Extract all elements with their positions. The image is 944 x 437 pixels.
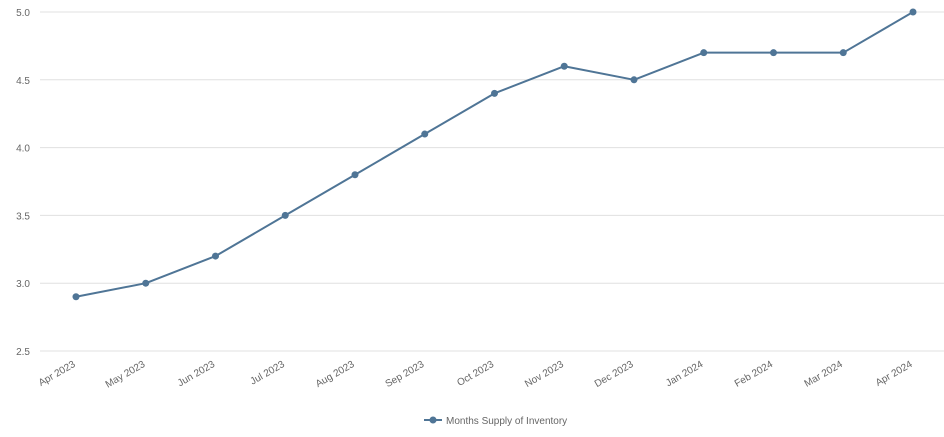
x-tick-label: May 2023 [104,359,148,391]
y-tick-label: 3.0 [16,279,30,290]
series-line [75,11,914,298]
y-axis-tick-labels: 2.5 3.0 3.5 4.0 4.5 5.0 [16,8,30,358]
y-tick-label: 5.0 [16,8,30,19]
x-tick-label: Nov 2023 [523,359,566,390]
data-point[interactable] [560,62,568,70]
data-point[interactable] [839,49,847,57]
legend-label: Months Supply of Inventory [446,416,567,427]
data-point[interactable] [630,76,638,84]
legend[interactable]: Months Supply of Inventory [424,416,567,427]
y-tick-label: 4.0 [16,144,30,155]
data-point[interactable] [770,49,777,57]
gridlines [40,11,944,352]
data-point[interactable] [142,279,150,287]
y-tick-label: 3.5 [16,211,30,222]
data-point[interactable] [421,130,429,138]
series-group [72,8,917,301]
data-point[interactable] [700,49,708,57]
x-tick-label: Oct 2023 [455,359,496,389]
data-point[interactable] [351,171,359,179]
x-tick-label: Mar 2024 [803,359,845,390]
x-tick-label: Apr 2023 [37,359,78,389]
x-tick-label: Feb 2024 [733,359,775,390]
legend-dot-marker [429,416,437,424]
y-tick-label: 2.5 [16,347,30,358]
x-tick-label: Jul 2023 [249,359,288,388]
x-tick-label: Jun 2023 [176,359,218,389]
data-point[interactable] [281,211,289,219]
x-tick-label: Aug 2023 [314,359,357,390]
data-point[interactable] [212,252,219,260]
x-axis-tick-labels: Apr 2023 May 2023 Jun 2023 Jul 2023 Aug 2023… [37,359,915,391]
data-point[interactable] [72,293,80,301]
x-tick-label: Apr 2024 [874,359,915,389]
data-point[interactable] [491,89,498,97]
x-tick-label: Dec 2023 [593,359,636,390]
x-tick-label: Sep 2023 [384,359,427,390]
data-point[interactable] [909,8,917,16]
x-tick-label: Jan 2024 [664,359,706,389]
y-tick-label: 4.5 [16,76,30,87]
